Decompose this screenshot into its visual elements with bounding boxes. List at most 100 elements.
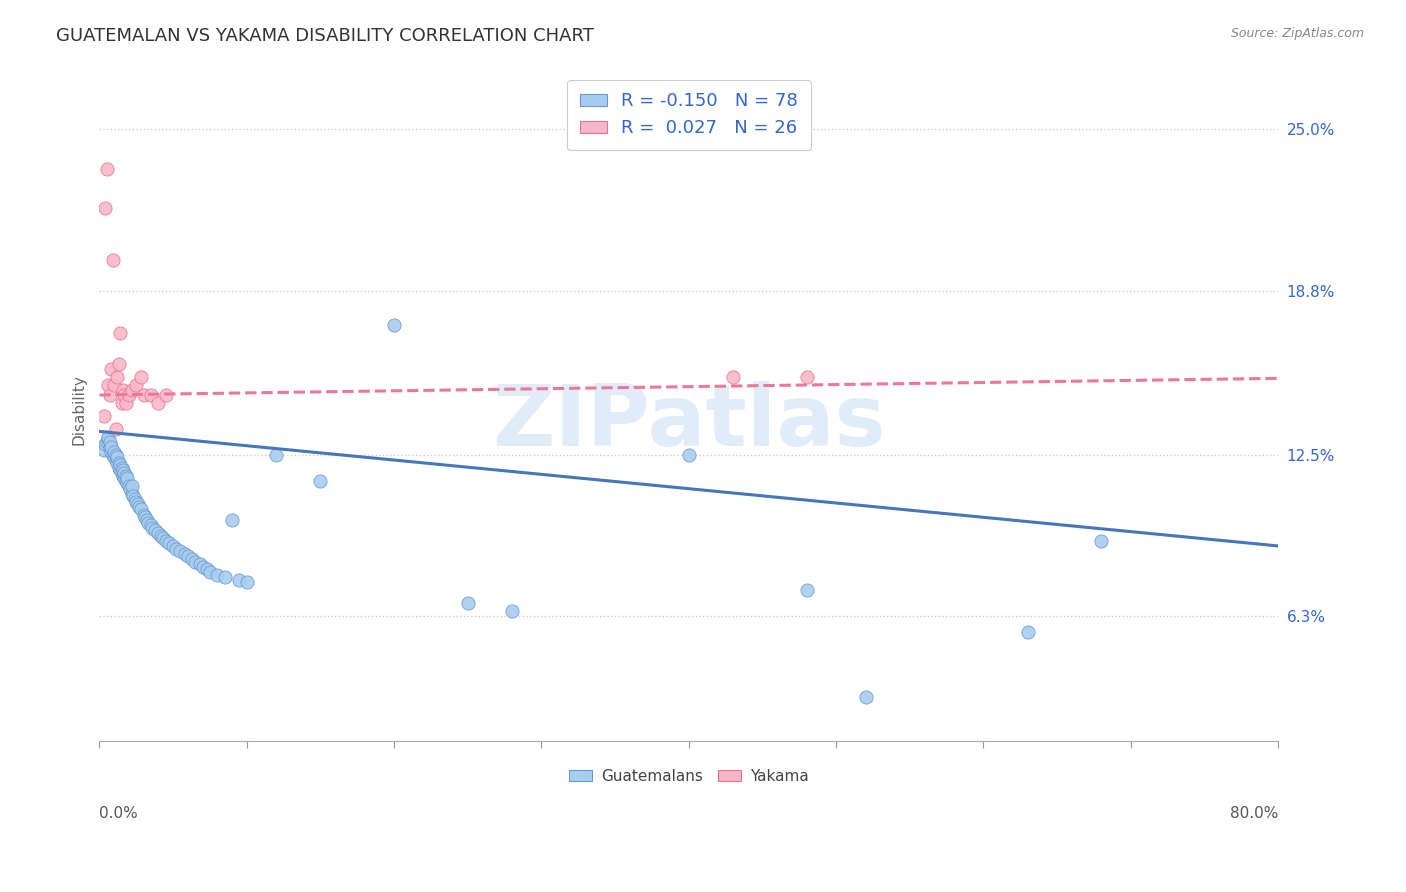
Point <box>139 518 162 533</box>
Point <box>114 466 136 480</box>
Point <box>134 510 156 524</box>
Point <box>181 552 204 566</box>
Point <box>501 604 523 618</box>
Point <box>127 497 149 511</box>
Point <box>111 463 134 477</box>
Point <box>1017 624 1039 639</box>
Point <box>173 547 195 561</box>
Point <box>198 565 221 579</box>
Point <box>148 525 170 540</box>
Point <box>110 466 132 480</box>
Point <box>114 388 136 402</box>
Point <box>139 388 162 402</box>
Text: ZIPatlas: ZIPatlas <box>492 381 886 464</box>
Point <box>117 476 139 491</box>
Point <box>124 492 146 507</box>
Point <box>108 463 131 477</box>
Point <box>104 448 127 462</box>
Point <box>107 357 129 371</box>
Point <box>207 567 229 582</box>
Point <box>125 494 148 508</box>
Point <box>169 544 191 558</box>
Point <box>115 396 138 410</box>
Point <box>97 429 120 443</box>
Point <box>855 690 877 704</box>
Point <box>184 555 207 569</box>
Point <box>108 326 131 340</box>
Point <box>118 479 141 493</box>
Point <box>796 369 818 384</box>
Point <box>145 524 167 538</box>
Point <box>136 516 159 530</box>
Point <box>110 396 132 410</box>
Point <box>796 583 818 598</box>
Point <box>96 161 118 176</box>
Point <box>122 490 145 504</box>
Point <box>117 471 139 485</box>
Point <box>96 434 118 449</box>
Point <box>110 460 132 475</box>
Point <box>108 458 131 473</box>
Legend: Guatemalans, Yakama: Guatemalans, Yakama <box>562 763 815 790</box>
Point <box>128 500 150 514</box>
Point <box>114 471 136 485</box>
Point <box>98 440 121 454</box>
Text: 80.0%: 80.0% <box>1230 806 1278 822</box>
Point <box>132 388 155 402</box>
Point <box>105 369 128 384</box>
Point <box>157 536 180 550</box>
Point <box>125 377 148 392</box>
Point <box>120 482 142 496</box>
Point <box>214 570 236 584</box>
Point <box>104 422 127 436</box>
Text: Source: ZipAtlas.com: Source: ZipAtlas.com <box>1230 27 1364 40</box>
Point <box>101 252 124 267</box>
Point <box>457 596 479 610</box>
Point <box>105 450 128 465</box>
Point <box>132 508 155 522</box>
Point <box>678 448 700 462</box>
Point <box>221 513 243 527</box>
Point <box>107 460 129 475</box>
Point <box>101 448 124 462</box>
Point <box>236 575 259 590</box>
Text: GUATEMALAN VS YAKAMA DISABILITY CORRELATION CHART: GUATEMALAN VS YAKAMA DISABILITY CORRELAT… <box>56 27 595 45</box>
Point <box>1090 533 1112 548</box>
Point <box>100 440 122 454</box>
Point <box>141 521 163 535</box>
Point <box>150 528 173 542</box>
Point <box>103 450 125 465</box>
Point <box>155 533 177 548</box>
Point <box>152 531 174 545</box>
Text: 0.0%: 0.0% <box>100 806 138 822</box>
Point <box>104 453 127 467</box>
Point <box>93 409 115 423</box>
Point <box>97 377 120 392</box>
Point <box>148 396 170 410</box>
Point <box>121 383 143 397</box>
Point <box>98 388 121 402</box>
Point <box>135 513 157 527</box>
Point <box>188 557 211 571</box>
Point <box>98 434 121 449</box>
Point <box>100 362 122 376</box>
Point <box>111 383 134 397</box>
Point <box>93 442 115 457</box>
Point <box>107 456 129 470</box>
Point <box>97 432 120 446</box>
Point <box>191 559 214 574</box>
Point <box>118 388 141 402</box>
Point <box>195 562 218 576</box>
Point <box>129 502 152 516</box>
Point <box>115 468 138 483</box>
Point <box>177 549 200 564</box>
Point <box>94 437 117 451</box>
Point <box>162 539 184 553</box>
Point <box>103 445 125 459</box>
Point <box>94 201 117 215</box>
Point <box>382 318 405 332</box>
Y-axis label: Disability: Disability <box>72 374 86 445</box>
Point <box>121 487 143 501</box>
Point <box>165 541 187 556</box>
Point <box>129 369 152 384</box>
